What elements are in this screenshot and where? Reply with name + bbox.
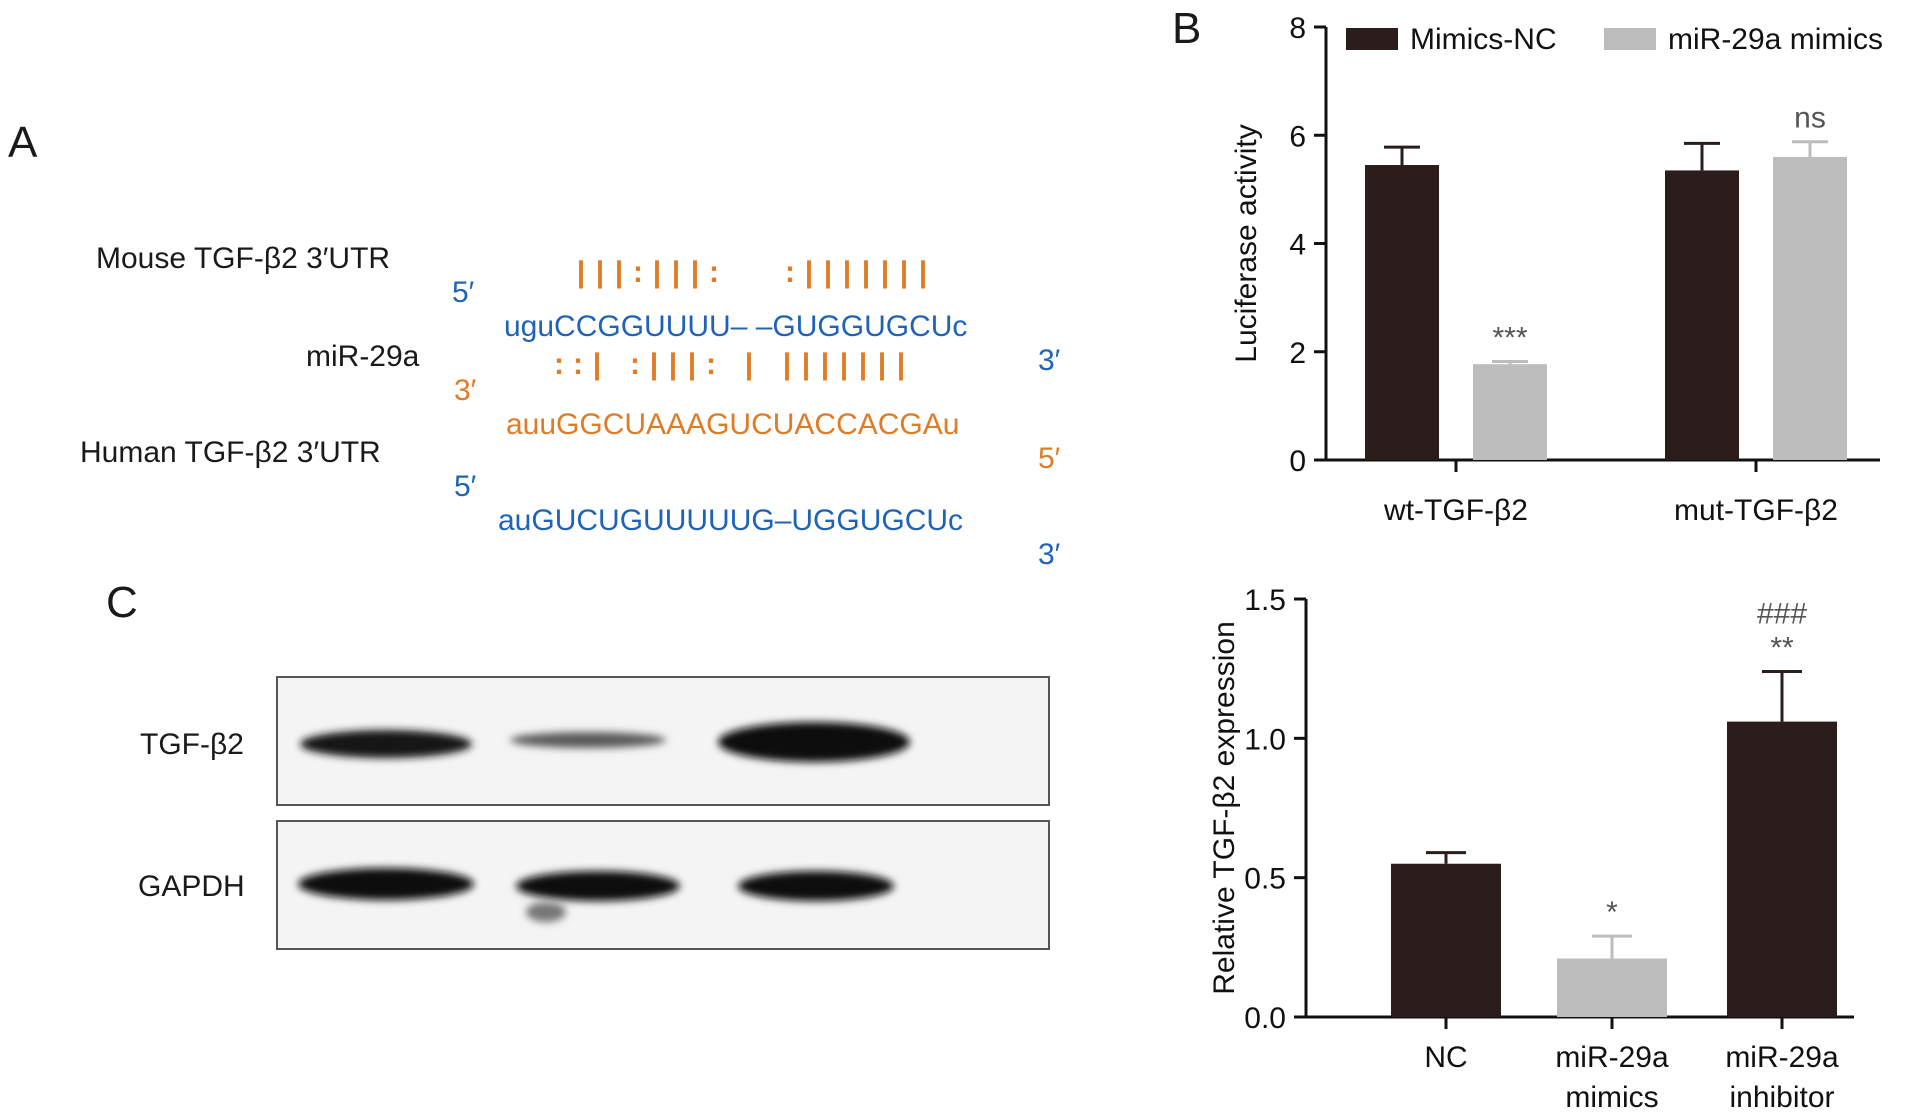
bar bbox=[1391, 863, 1501, 1017]
x-tick-label: mut-TGF-β2 bbox=[1674, 494, 1838, 527]
pairing-top: |||:|||: :||||||| bbox=[572, 258, 934, 292]
blot-strip-gapdh bbox=[276, 820, 1050, 950]
blot-band bbox=[516, 871, 680, 901]
y-tick-label: 8 bbox=[1289, 12, 1306, 45]
y-tick-label: 0.5 bbox=[1244, 863, 1286, 896]
x-tick-label: miR-29a bbox=[1555, 1041, 1669, 1074]
human-sequence: auGUCUGUUUUUG–UGGUGCUc bbox=[498, 504, 964, 537]
significance-marker: *** bbox=[1492, 321, 1527, 354]
blot-label-tgfb2: TGF-β2 bbox=[140, 728, 244, 761]
blot-band bbox=[738, 871, 894, 901]
luciferase-chart: 0 2 4 6 8 Luciferase activity wt-TGF-β2 mut-TGF… bbox=[1230, 12, 1883, 527]
y-axis-label: Luciferase activity bbox=[1230, 124, 1263, 362]
blot-strip-tgfb2 bbox=[276, 676, 1050, 806]
significance-marker: ** bbox=[1770, 631, 1794, 664]
y-tick-label: 0.0 bbox=[1244, 1002, 1286, 1035]
x-tick-label: inhibitor bbox=[1729, 1081, 1834, 1114]
blot-band bbox=[298, 868, 474, 900]
legend-swatch bbox=[1604, 28, 1656, 50]
human-5prime: 5′ bbox=[454, 470, 477, 503]
blot-smudge bbox=[526, 902, 566, 922]
legend-label: miR-29a mimics bbox=[1668, 23, 1883, 56]
panel-label-c: C bbox=[106, 578, 138, 627]
y-tick-label: 1.0 bbox=[1244, 723, 1286, 756]
legend-swatch bbox=[1346, 28, 1398, 50]
bar bbox=[1365, 165, 1439, 461]
mir-3prime: 3′ bbox=[454, 374, 477, 407]
significance-marker: ### bbox=[1757, 597, 1807, 630]
blot-band bbox=[718, 722, 910, 762]
x-tick-label: mimics bbox=[1565, 1081, 1658, 1114]
y-axis-label: Relative TGF-β2 expression bbox=[1208, 621, 1241, 995]
y-tick-label: 4 bbox=[1289, 229, 1306, 262]
pairing-bottom: ::| :|||: | ||||||| bbox=[550, 350, 912, 384]
y-tick-label: 1.5 bbox=[1244, 584, 1286, 617]
human-3prime: 3′ bbox=[1038, 538, 1061, 571]
y-tick-label: 6 bbox=[1289, 120, 1306, 153]
panel-label-a: A bbox=[8, 118, 38, 167]
mouse-sequence: uguCCGGUUUU– –GUGGUGCUc bbox=[504, 310, 968, 343]
y-tick-label: 2 bbox=[1289, 337, 1306, 370]
bar bbox=[1665, 170, 1739, 460]
bar bbox=[1557, 958, 1667, 1017]
blot-label-gapdh: GAPDH bbox=[138, 870, 245, 903]
significance-marker: ns bbox=[1794, 102, 1826, 135]
panel-label-b: B bbox=[1172, 4, 1202, 53]
bar bbox=[1473, 364, 1547, 460]
y-tick-label: 0 bbox=[1289, 445, 1306, 478]
significance-marker: * bbox=[1606, 896, 1618, 929]
blot-band bbox=[510, 732, 666, 748]
blot-band bbox=[300, 730, 472, 758]
mir-sequence: auuGGCUAAAGUCUACCACGAu bbox=[506, 408, 960, 441]
x-tick-label: wt-TGF-β2 bbox=[1383, 494, 1528, 527]
mouse-5prime: 5′ bbox=[452, 276, 475, 309]
x-tick-label: NC bbox=[1424, 1041, 1467, 1074]
legend-label: Mimics-NC bbox=[1410, 23, 1557, 56]
bar bbox=[1727, 721, 1837, 1017]
mir29a-label: miR-29a bbox=[306, 340, 420, 373]
mouse-utr-label: Mouse TGF-β2 3′UTR bbox=[96, 242, 391, 275]
bar bbox=[1773, 156, 1847, 460]
mir-5prime: 5′ bbox=[1038, 442, 1061, 475]
human-utr-label: Human TGF-β2 3′UTR bbox=[80, 436, 381, 469]
x-tick-label: miR-29a bbox=[1725, 1041, 1839, 1074]
mouse-3prime: 3′ bbox=[1038, 344, 1061, 377]
